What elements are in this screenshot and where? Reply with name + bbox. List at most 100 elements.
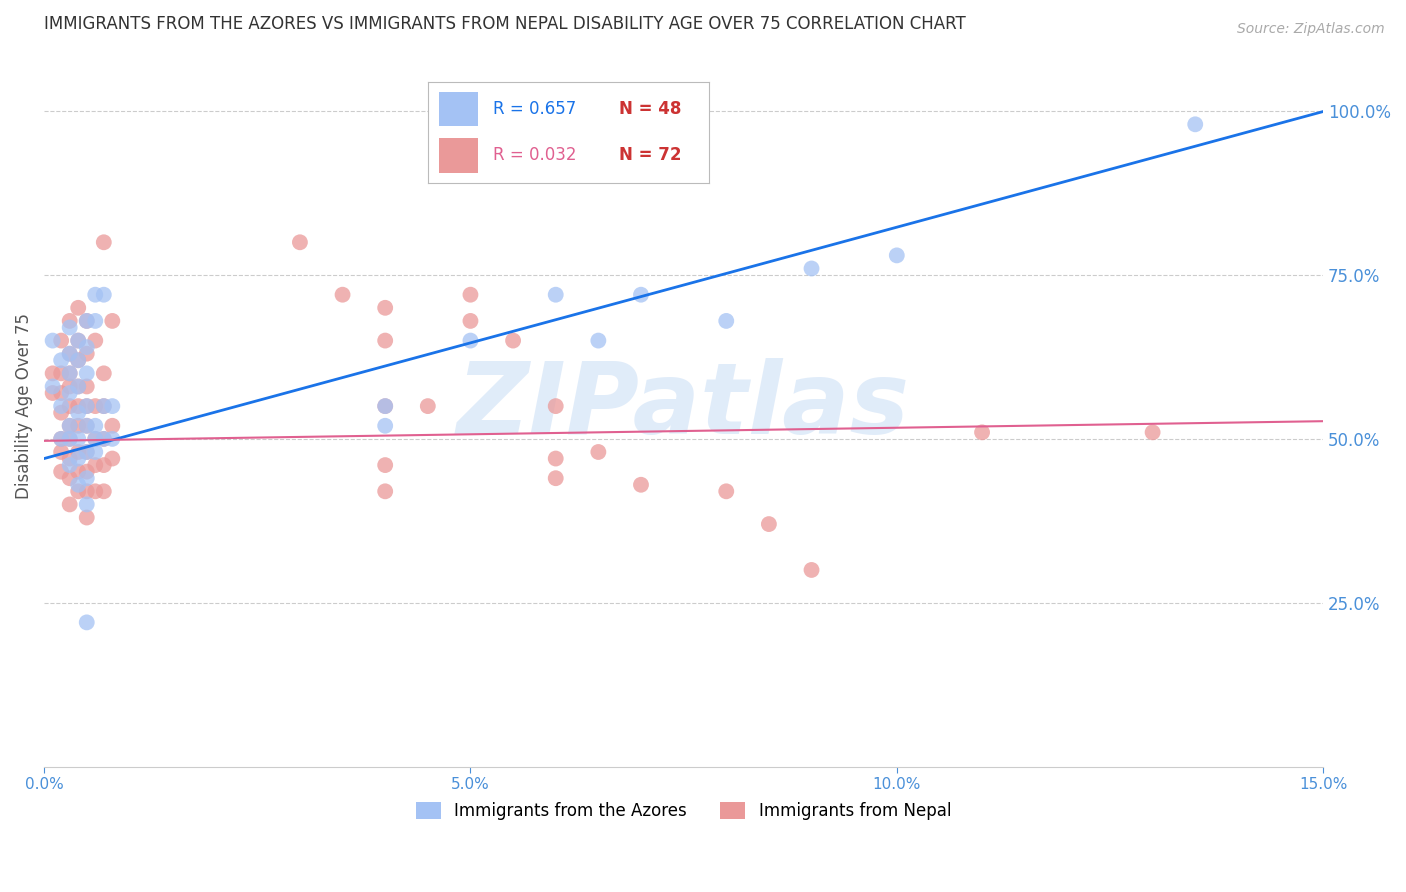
Point [51,334,73,348]
Point [76,340,98,354]
Point [59,418,82,433]
Point [59,379,82,393]
Point [800,261,823,276]
Point [67,334,90,348]
Point [716,484,738,499]
Point [59,347,82,361]
Point [93,399,115,413]
Point [544,287,567,301]
Point [374,484,396,499]
Point [101,432,124,446]
Point [67,477,90,491]
Point [67,301,90,315]
Point [59,367,82,381]
Point [76,418,98,433]
Point [59,497,82,511]
Point [59,314,82,328]
Point [51,386,73,401]
Point [84,458,107,472]
Point [51,432,73,446]
Point [41,386,63,401]
Point [84,418,107,433]
Point [288,235,311,250]
Point [588,445,610,459]
Point [93,287,115,301]
Point [76,465,98,479]
Point [93,432,115,446]
Point [84,399,107,413]
Point [332,287,354,301]
Point [59,418,82,433]
Point [93,367,115,381]
Point [416,399,439,413]
Point [374,458,396,472]
Point [67,334,90,348]
Point [502,334,524,348]
Point [67,379,90,393]
Point [93,458,115,472]
Point [41,379,63,393]
Point [76,399,98,413]
Point [76,399,98,413]
Point [41,334,63,348]
Point [374,399,396,413]
Point [59,386,82,401]
Point [67,432,90,446]
Point [67,379,90,393]
Point [76,367,98,381]
Point [67,465,90,479]
Point [76,445,98,459]
Text: Source: ZipAtlas.com: Source: ZipAtlas.com [1237,22,1385,37]
Point [76,510,98,524]
Point [630,477,652,491]
Point [374,334,396,348]
Point [84,484,107,499]
Point [544,399,567,413]
Point [93,432,115,446]
Point [101,451,124,466]
Point [76,418,98,433]
Point [76,471,98,485]
Legend: Immigrants from the Azores, Immigrants from Nepal: Immigrants from the Azores, Immigrants f… [409,795,957,827]
Point [59,320,82,334]
Point [76,379,98,393]
Point [970,425,993,440]
Point [51,432,73,446]
Point [374,399,396,413]
Point [588,334,610,348]
Point [67,399,90,413]
Point [93,235,115,250]
Text: ZIPatlas: ZIPatlas [457,358,910,455]
Point [93,399,115,413]
Point [51,445,73,459]
Point [1184,117,1206,131]
Point [544,471,567,485]
Point [101,314,124,328]
Point [84,287,107,301]
Point [67,353,90,368]
Text: IMMIGRANTS FROM THE AZORES VS IMMIGRANTS FROM NEPAL DISABILITY AGE OVER 75 CORRE: IMMIGRANTS FROM THE AZORES VS IMMIGRANTS… [44,15,966,33]
Y-axis label: Disability Age Over 75: Disability Age Over 75 [15,313,32,500]
Point [67,406,90,420]
Point [84,432,107,446]
Point [76,314,98,328]
Point [630,287,652,301]
Point [84,314,107,328]
Point [41,367,63,381]
Point [59,471,82,485]
Point [76,347,98,361]
Point [59,432,82,446]
Point [59,458,82,472]
Point [460,334,482,348]
Point [59,367,82,381]
Point [59,347,82,361]
Point [93,484,115,499]
Point [374,301,396,315]
Point [67,418,90,433]
Point [460,314,482,328]
Point [51,406,73,420]
Point [59,399,82,413]
Point [84,334,107,348]
Point [101,418,124,433]
Point [800,563,823,577]
